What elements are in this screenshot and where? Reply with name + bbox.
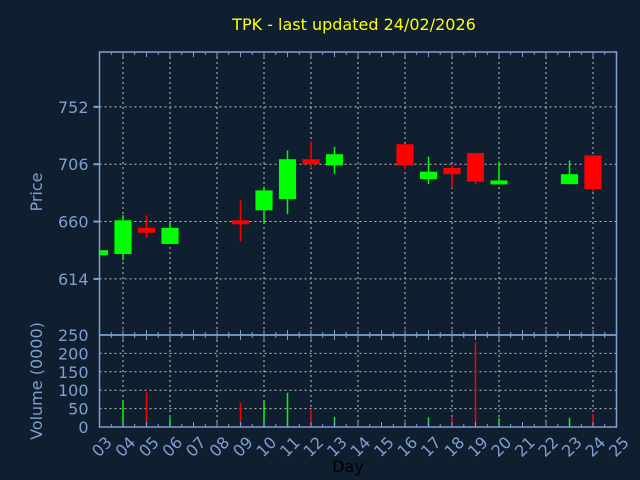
candle-body	[584, 155, 602, 190]
candle-body	[255, 190, 273, 211]
x-axis-label: Day	[332, 457, 364, 476]
volume-grid	[99, 335, 617, 427]
candle-body	[278, 159, 297, 200]
candle-body	[114, 220, 132, 254]
candle-body	[419, 171, 438, 180]
day-tick-label: 25	[605, 433, 633, 461]
candle-body	[137, 227, 156, 233]
candle-body	[396, 144, 414, 166]
candle-body	[325, 154, 344, 166]
price-tick-label: 752	[58, 98, 89, 117]
candle-body	[161, 227, 179, 244]
volume-tick-label: 100	[58, 381, 89, 400]
candle-body	[231, 220, 250, 225]
candle-body	[99, 250, 109, 256]
volume-axis-label: Volume (0000)	[27, 322, 46, 440]
price-axis-ticks: 614 660 706 752	[58, 98, 100, 289]
price-tick-label: 706	[58, 155, 89, 174]
volume-tick-label: 200	[58, 344, 89, 363]
volume-tick-label: 50	[68, 400, 88, 419]
price-grid	[99, 52, 617, 335]
price-tick-label: 660	[58, 213, 89, 232]
candle-body	[302, 159, 320, 165]
plot-frames	[98, 51, 618, 428]
volume-tick-label: 250	[58, 326, 89, 345]
candle-body	[466, 152, 485, 182]
volume-tick-label: 150	[58, 363, 89, 382]
candle-body	[443, 167, 461, 175]
candle-body	[560, 174, 579, 185]
price-tick-label: 614	[58, 270, 89, 289]
chart-title: TPK - last updated 24/02/2026	[231, 15, 476, 34]
candle-body	[490, 180, 508, 185]
price-axis-label: Price	[27, 172, 46, 211]
volume-tick-label: 0	[78, 418, 88, 437]
candles	[98, 141, 602, 261]
